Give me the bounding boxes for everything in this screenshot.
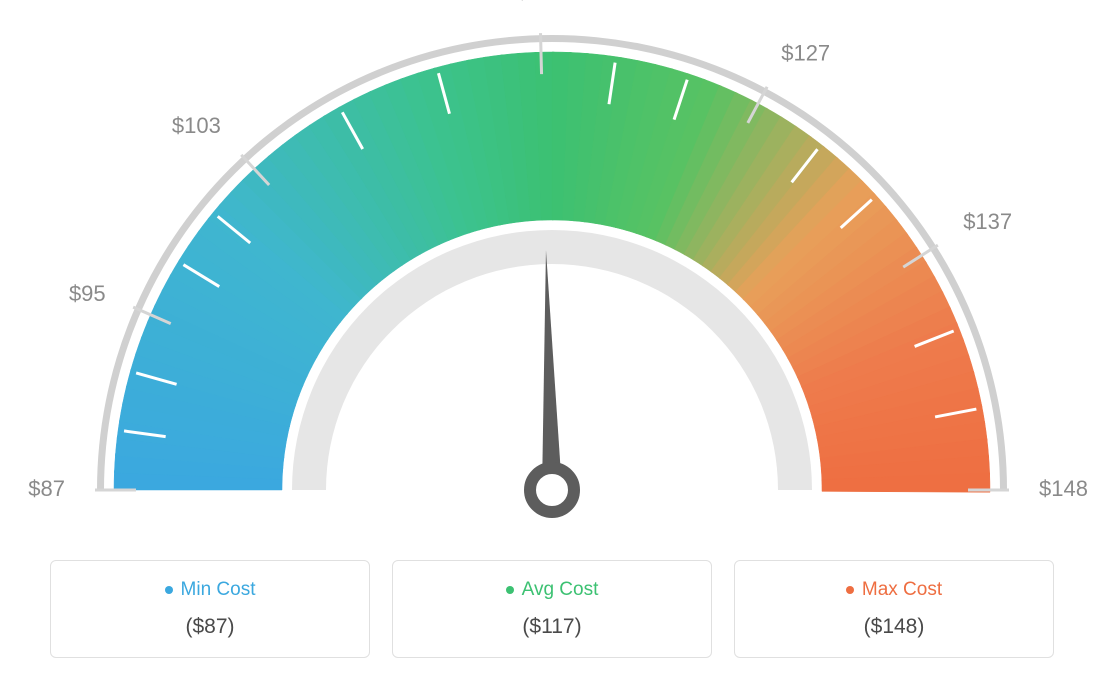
cost-gauge-container: $87 $95 $103 $117 $127 $137 $148 Min Cost ($87… [0, 0, 1104, 690]
needle [530, 250, 574, 512]
legend-label-line: Min Cost [61, 579, 359, 601]
legend-card-avg: Avg Cost ($117) [392, 560, 712, 658]
dot-icon [165, 586, 173, 594]
tick-label: $137 [963, 209, 1012, 234]
legend-label: Avg Cost [522, 579, 599, 601]
tick-label: $127 [781, 40, 830, 65]
tick-label: $103 [172, 113, 221, 138]
legend-card-min: Min Cost ($87) [50, 560, 370, 658]
legend-label: Min Cost [181, 579, 256, 601]
gauge-area: $87 $95 $103 $117 $127 $137 $148 [0, 0, 1104, 560]
tick-label: $87 [28, 476, 65, 501]
legend-card-max: Max Cost ($148) [734, 560, 1054, 658]
legend-value: ($117) [403, 615, 701, 639]
tick-label: $95 [69, 281, 106, 306]
legend-label-line: Avg Cost [403, 579, 701, 601]
legend-label-line: Max Cost [745, 579, 1043, 601]
tick-label: $148 [1039, 476, 1088, 501]
legend-value: ($148) [745, 615, 1043, 639]
dot-icon [506, 586, 514, 594]
legend-value: ($87) [61, 615, 359, 639]
legend-row: Min Cost ($87) Avg Cost ($117) Max Cost … [0, 560, 1104, 658]
dot-icon [846, 586, 854, 594]
legend-label: Max Cost [862, 579, 942, 601]
gauge-chart: $87 $95 $103 $117 $127 $137 $148 [0, 0, 1104, 560]
tick-label: $117 [516, 0, 563, 4]
